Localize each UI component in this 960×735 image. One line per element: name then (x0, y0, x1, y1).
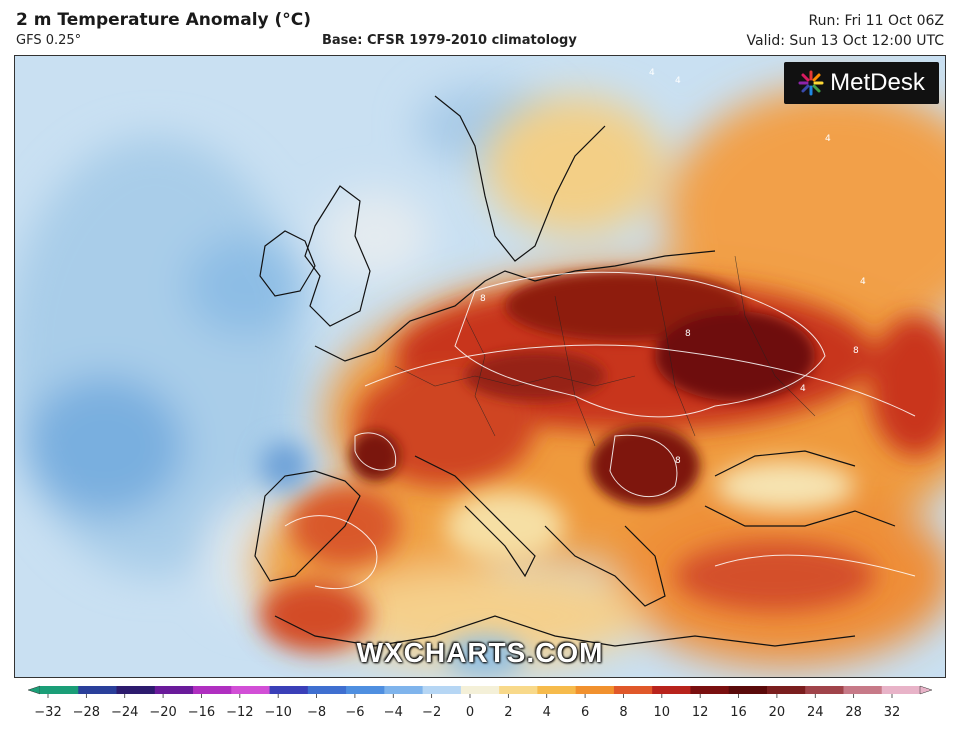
contour-4 (714, 554, 916, 577)
contour-label: 4 (825, 134, 831, 144)
contour-label: 8 (853, 346, 859, 356)
run-time-label: Run: Fri 11 Oct 06Z (808, 13, 944, 29)
scale-segment (843, 686, 883, 694)
scale-segment (881, 686, 921, 694)
valid-time-label: Valid: Sun 13 Oct 12:00 UTC (746, 33, 944, 49)
contour-8 (354, 432, 397, 471)
scale-segment (193, 686, 232, 694)
scale-tick-label: 6 (581, 705, 589, 720)
north-africa-coast (274, 615, 856, 647)
scale-tick-label: 20 (769, 705, 786, 720)
scale-tick-label: 4 (543, 705, 551, 720)
scale-tick-label: 12 (692, 705, 709, 720)
scale-segment (575, 686, 615, 694)
contour-label: 4 (649, 68, 655, 78)
scale-segment (307, 686, 347, 694)
scale-segment (652, 686, 691, 694)
color-scale: −32 −28 −24 −20 −16 −12 −10 −8 −6 −4 −2 0 2 4 6 8 10 12 16… (27, 685, 933, 720)
italy-coast (414, 455, 536, 578)
scale-segment (154, 686, 194, 694)
britain-coast (304, 185, 371, 327)
contour-label: 8 (480, 294, 486, 304)
scale-tick-label: −10 (264, 705, 291, 720)
color-scale-ticks: −32 −28 −24 −20 −16 −12 −10 −8 −6 −4 −2 0 2 4 6 8 10 12 16… (34, 694, 900, 720)
scale-segment (460, 686, 500, 694)
scale-tick-label: −24 (111, 705, 138, 720)
contour-label: 8 (685, 329, 691, 339)
contour-4 (284, 515, 378, 590)
ireland-coast (259, 230, 316, 297)
contour-8 (609, 434, 678, 498)
scale-tick-label: 24 (807, 705, 824, 720)
scandinavia-coast (434, 95, 606, 262)
scale-segment (613, 686, 653, 694)
sea-fields (260, 441, 855, 676)
contour-label: 4 (675, 76, 681, 86)
scale-segment (78, 686, 118, 694)
country-borders (394, 255, 816, 447)
contour-label: 4 (800, 384, 806, 394)
scale-tick-label: 28 (845, 705, 862, 720)
scale-segment (116, 686, 156, 694)
scale-tick-label: −6 (345, 705, 364, 720)
north-coast (314, 250, 716, 362)
balkans-coast (544, 525, 666, 607)
scale-tick-label: 16 (730, 705, 747, 720)
scale-tick-label: 10 (654, 705, 671, 720)
scale-segment (231, 686, 271, 694)
scale-tick-label: 2 (504, 705, 512, 720)
scale-arrow-low (27, 685, 41, 695)
scale-segment (499, 686, 538, 694)
contour-4 (364, 344, 916, 417)
color-scale-segments (27, 685, 933, 695)
scale-segment (728, 686, 768, 694)
contour-label: 4 (860, 277, 866, 287)
black-sea-south-coast (704, 505, 896, 527)
contour-labels: 4 4 8 8 8 8 4 4 4 (480, 68, 866, 466)
scale-tick-label: −12 (226, 705, 253, 720)
scale-tick-label: −20 (149, 705, 176, 720)
wxcharts-watermark: WXCHARTS.COM (356, 637, 604, 668)
scale-segment (384, 686, 424, 694)
scale-segment (537, 686, 577, 694)
scale-tick-label: 32 (884, 705, 901, 720)
scale-segment (40, 686, 79, 694)
extreme-anomaly-core (350, 271, 815, 506)
scale-tick-label: −32 (34, 705, 61, 720)
anomaly-map-canvas: 4 4 8 8 8 8 4 4 4 (15, 56, 945, 677)
scale-segment (690, 686, 730, 694)
scale-segment (766, 686, 806, 694)
map-title: 2 m Temperature Anomaly (°C) (16, 10, 312, 30)
coastlines (254, 95, 896, 647)
scale-tick-label: −2 (422, 705, 441, 720)
anomaly-map: 4 4 8 8 8 8 4 4 4 MetDesk WXCHARTS (14, 55, 946, 678)
anomaly-contours (284, 271, 916, 590)
climatology-base-label: Base: CFSR 1979-2010 climatology (322, 33, 577, 48)
scale-tick-label: −28 (73, 705, 100, 720)
scale-tick-label: −8 (307, 705, 326, 720)
logo-text: MetDesk (830, 69, 925, 96)
scale-tick-label: −16 (188, 705, 215, 720)
contour-label: 8 (675, 456, 681, 466)
scale-segment (346, 686, 385, 694)
scale-segment (805, 686, 844, 694)
scale-arrow-high (919, 685, 933, 695)
iberia-coast (254, 470, 361, 582)
starburst-icon (798, 70, 824, 96)
scale-tick-label: −4 (384, 705, 403, 720)
scale-tick-label: 8 (619, 705, 627, 720)
metdesk-logo: MetDesk (784, 62, 939, 104)
scale-segment (269, 686, 309, 694)
scale-segment (422, 686, 462, 694)
scale-tick-label: 0 (466, 705, 474, 720)
model-label: GFS 0.25° (16, 33, 82, 48)
contour-8 (454, 271, 826, 418)
black-sea-north-coast (714, 450, 856, 477)
